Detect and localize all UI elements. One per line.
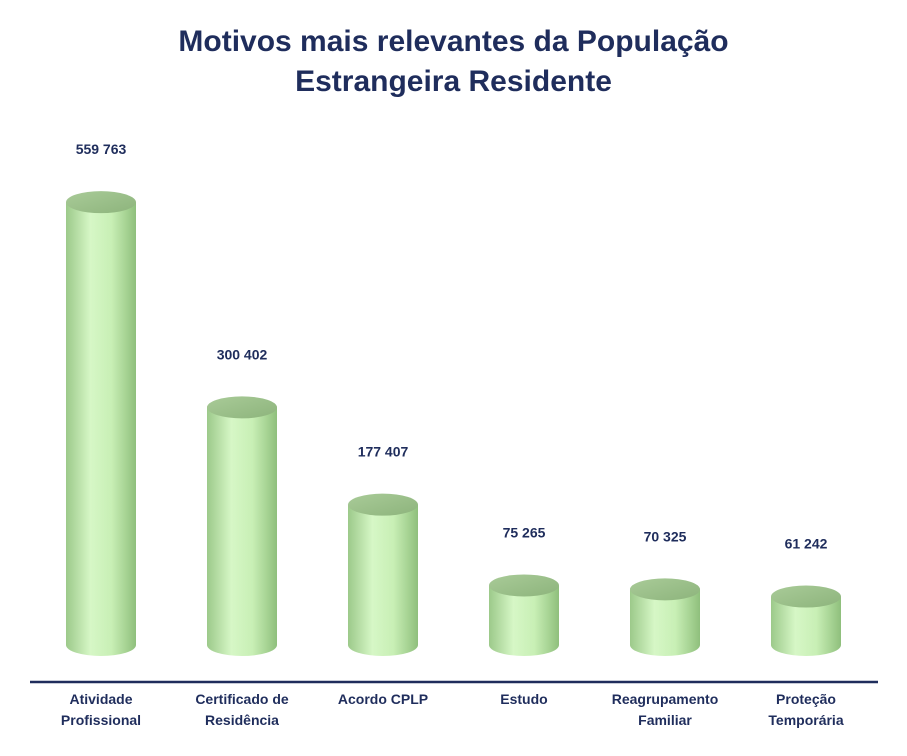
- category-label-2: Acordo CPLP: [338, 691, 428, 707]
- value-label-2: 177 407: [358, 444, 409, 460]
- chart-title: Motivos mais relevantes da População Est…: [0, 22, 907, 102]
- category-label-5: Proteção Temporária: [768, 691, 843, 728]
- bar-top-0: [66, 191, 136, 214]
- bar-2: [348, 504, 418, 656]
- bar-top-5: [771, 585, 841, 608]
- bar-top-2: [348, 493, 418, 516]
- bar-top-3: [489, 574, 559, 597]
- category-label-4: Reagrupamento Familiar: [612, 691, 719, 728]
- chart-title-line-1: Motivos mais relevantes da População: [178, 25, 729, 58]
- value-label-3: 75 265: [503, 524, 546, 540]
- value-label-0: 559 763: [76, 141, 127, 157]
- bar-top-1: [207, 396, 277, 419]
- category-label-1: Certificado de Residência: [195, 691, 289, 728]
- bar-0: [66, 202, 136, 656]
- bar-5: [771, 596, 841, 656]
- bar-3: [489, 585, 559, 656]
- bar-top-4: [630, 578, 700, 601]
- chart-title-line-2: Estrangeira Residente: [295, 65, 612, 98]
- category-label-3: Estudo: [500, 691, 547, 707]
- bar-4: [630, 589, 700, 656]
- bar-1: [207, 407, 277, 656]
- value-label-4: 70 325: [644, 528, 687, 544]
- value-label-1: 300 402: [217, 346, 268, 362]
- value-label-5: 61 242: [785, 536, 828, 552]
- category-label-0: Atividade Profissional: [61, 691, 141, 728]
